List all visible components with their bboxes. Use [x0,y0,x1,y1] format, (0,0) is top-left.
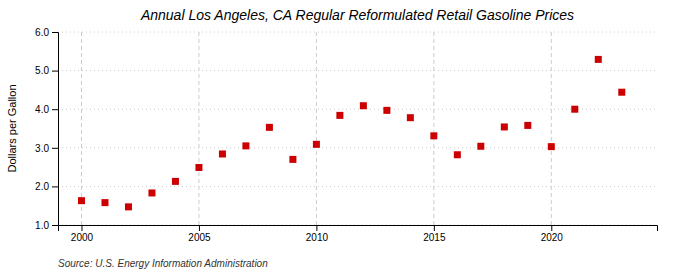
x-axis: 2000 2005 2010 2015 2020 [59,225,658,243]
point [360,102,367,109]
point [148,189,155,196]
point [125,203,132,210]
chart: 2000 2005 2010 2015 2020 1.0 2.0 3.0 4.0 5.0 6.0 An… [0,0,675,275]
point [172,178,179,185]
x-tick-mark [551,225,552,231]
grid-line [551,32,552,225]
grid-line [81,32,82,225]
grid-line [316,32,317,225]
y-axis-title: Dollars per Gallon [6,84,18,172]
y-tick-label: 3.0 [35,143,49,154]
x-axis-line [59,226,658,232]
point [618,89,625,96]
grid-line [198,32,199,225]
y-tick: 3.0 [35,143,58,154]
y-tick-mark [52,148,58,149]
source-note: Source: U.S. Energy Information Administ… [58,258,268,269]
grid-line [58,109,657,110]
x-tick-mark [434,225,435,231]
point [289,156,296,163]
y-axis: 1.0 2.0 3.0 4.0 5.0 6.0 [35,27,58,231]
grid-line [58,147,657,148]
point [242,142,249,149]
y-tick-mark [52,109,58,110]
grid-line [58,32,657,33]
x-tick: 2000 [71,225,94,243]
point [313,141,320,148]
point [524,122,531,129]
x-tick: 2005 [188,225,211,243]
x-tick: 2020 [541,225,564,243]
point [548,143,555,150]
y-tick: 4.0 [35,104,58,115]
point [595,56,602,63]
y-tick: 5.0 [35,65,58,76]
y-tick: 2.0 [35,181,58,192]
point [101,199,108,206]
point [383,107,390,114]
point [454,151,461,158]
grid-line [433,32,434,225]
x-tick-mark [199,225,200,231]
points [78,56,625,210]
point [501,123,508,130]
x-tick: 2010 [306,225,329,243]
y-tick-label: 2.0 [35,181,49,192]
y-tick-mark [52,225,58,226]
x-tick-label: 2020 [541,232,564,243]
point [219,150,226,157]
y-tick-mark [52,71,58,72]
y-tick: 1.0 [35,220,58,231]
x-tick-label: 2010 [306,232,329,243]
x-tick-mark [316,225,317,231]
point [78,197,85,204]
y-tick-label: 1.0 [35,220,49,231]
grid-line [58,70,657,71]
x-tick: 2015 [423,225,446,243]
x-tick-label: 2005 [188,232,211,243]
grid [58,32,657,225]
grid-line [58,186,657,187]
point [266,124,273,131]
x-tick-mark [81,225,82,231]
y-tick-label: 5.0 [35,65,49,76]
y-tick: 6.0 [35,27,58,38]
point [571,106,578,113]
y-tick-mark [52,186,58,187]
point [336,112,343,119]
point [430,132,437,139]
x-tick-label: 2000 [71,232,94,243]
title: Annual Los Angeles, CA Regular Reformula… [140,7,574,23]
point [407,114,414,121]
y-tick-mark [52,32,58,33]
x-tick-label: 2015 [423,232,446,243]
point [195,164,202,171]
y-tick-label: 6.0 [35,27,49,38]
y-tick-label: 4.0 [35,104,49,115]
y-axis-line [52,33,59,226]
plot-area: 2000 2005 2010 2015 2020 1.0 2.0 3.0 4.0 5.0 6.0 [35,27,657,243]
point [477,143,484,150]
